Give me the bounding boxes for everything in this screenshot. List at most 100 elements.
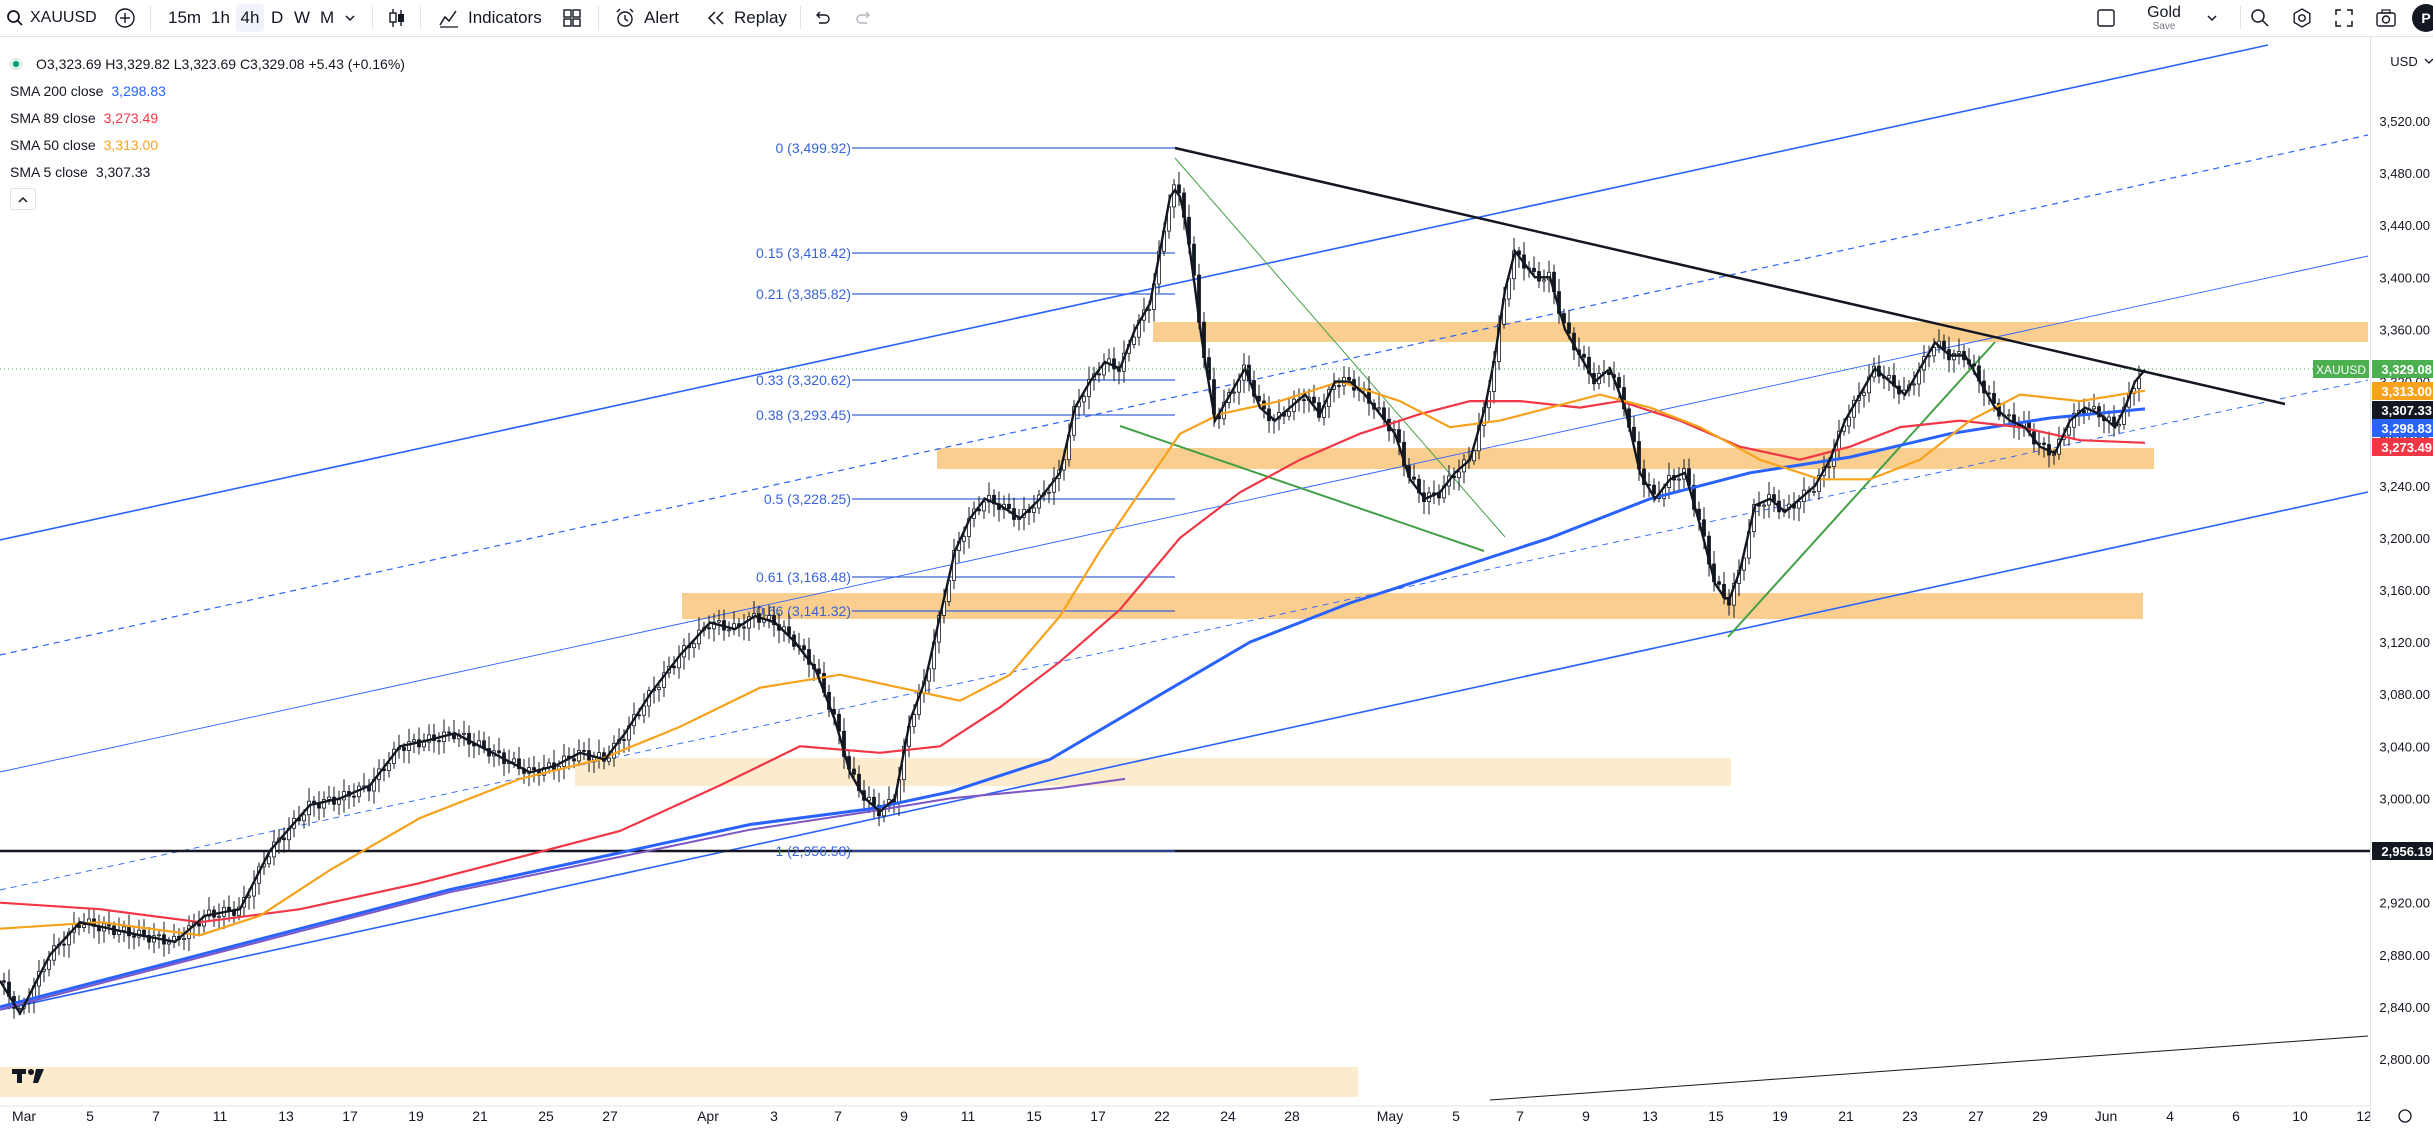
compare-add-button[interactable] bbox=[114, 0, 136, 36]
interval-M[interactable]: M bbox=[320, 8, 335, 27]
candle-body bbox=[1812, 490, 1816, 493]
chevron-down-icon bbox=[2424, 58, 2433, 64]
undo-button[interactable] bbox=[812, 0, 832, 36]
sma-200-line bbox=[0, 407, 2146, 1009]
candle-body bbox=[1542, 279, 1546, 282]
replay-button[interactable]: Replay bbox=[706, 0, 787, 36]
layout-select-button[interactable] bbox=[2096, 0, 2116, 36]
ohlc-values: O3,323.69 H3,329.82 L3,323.69 C3,329.08 … bbox=[36, 55, 405, 72]
candle-body bbox=[1582, 353, 1586, 358]
candle-body bbox=[1677, 478, 1681, 481]
settings-button[interactable] bbox=[2291, 0, 2313, 36]
candle-body bbox=[1717, 581, 1721, 585]
candle-body bbox=[1097, 373, 1101, 376]
tradingview-logo bbox=[12, 1069, 44, 1083]
chevron-up-icon bbox=[18, 191, 28, 207]
symbol-name: XAUUSD bbox=[30, 9, 97, 26]
price-tick-label: 3,480.00 bbox=[2379, 166, 2430, 181]
candle-body bbox=[182, 938, 186, 940]
candle-body bbox=[412, 739, 416, 743]
candle-body bbox=[1082, 396, 1086, 403]
legend-sma-5[interactable]: SMA 5 close 3,307.33 bbox=[10, 163, 151, 180]
candle-body bbox=[147, 934, 151, 943]
price-tick-label: 3,440.00 bbox=[2379, 218, 2430, 233]
chart-pane[interactable]: 0 (3,499.92) 0.15 (3,418.42) 0.21 (3,385.8… bbox=[0, 37, 2372, 1127]
symbol-search[interactable]: XAUUSD bbox=[6, 0, 97, 36]
time-label-Mar: Mar bbox=[12, 1108, 36, 1124]
price-tick-label: 3,000.00 bbox=[2379, 791, 2430, 806]
price-tick-label: 3,520.00 bbox=[2379, 114, 2430, 129]
channel-top-line bbox=[0, 44, 2269, 541]
sma-5-line bbox=[0, 187, 2146, 1016]
snapshot-button[interactable] bbox=[2375, 0, 2397, 36]
candle-body bbox=[402, 747, 406, 751]
candle-body bbox=[1287, 410, 1291, 417]
symbol-tag bbox=[2313, 360, 2369, 378]
candle-body bbox=[1377, 407, 1381, 410]
candle-body bbox=[1312, 396, 1316, 404]
interval-D[interactable]: D bbox=[271, 8, 284, 27]
candle-body bbox=[352, 795, 356, 798]
fib-level-label-8: 1 (2,956.58) bbox=[776, 843, 852, 859]
candle-body bbox=[337, 799, 341, 805]
legend-sma-89[interactable]: SMA 89 close 3,273.49 bbox=[10, 109, 159, 126]
layout-name: Gold bbox=[2147, 3, 2181, 21]
candle-body bbox=[1912, 383, 1916, 386]
interval-1h[interactable]: 1h bbox=[211, 8, 230, 27]
fib-level-label-7: 0.66 (3,141.32) bbox=[756, 603, 851, 619]
interval-4h[interactable]: 4h bbox=[236, 4, 264, 32]
interval-W[interactable]: W bbox=[294, 8, 311, 27]
time-label-10: 10 bbox=[2292, 1108, 2308, 1124]
alert-button[interactable]: Alert bbox=[614, 0, 679, 36]
legend-collapse-button[interactable] bbox=[10, 188, 36, 210]
layout-name-button[interactable]: Gold Save bbox=[2142, 0, 2186, 36]
time-label-9: 9 bbox=[1582, 1108, 1590, 1124]
interval-15m[interactable]: 15m bbox=[168, 8, 202, 27]
candle-body bbox=[1132, 336, 1136, 345]
layout-dropdown[interactable] bbox=[2206, 0, 2218, 36]
candle-body bbox=[532, 767, 536, 771]
save-label: Save bbox=[2152, 20, 2176, 32]
time-label-29: 29 bbox=[2032, 1108, 2048, 1124]
profile-avatar[interactable]: P bbox=[2412, 0, 2433, 36]
candle-body bbox=[1972, 363, 1976, 367]
candle-body bbox=[517, 758, 521, 770]
price-tick-label: 3,200.00 bbox=[2379, 531, 2430, 546]
interval-dropdown[interactable] bbox=[344, 0, 356, 36]
candle-body bbox=[2, 980, 6, 983]
price-axis[interactable]: USD 3,520.00 3,480.00 3,440.00 3,400.00 3,360… bbox=[2370, 37, 2433, 1127]
candle-body bbox=[712, 621, 716, 630]
time-label-19: 19 bbox=[408, 1108, 424, 1124]
price-badge-value-0: 3,329.08 bbox=[2381, 362, 2432, 377]
time-label-27: 27 bbox=[602, 1108, 618, 1124]
ohlc-row: O3,323.69 H3,329.82 L3,323.69 C3,329.08 … bbox=[10, 50, 413, 77]
candle-body bbox=[447, 731, 451, 734]
chevron-down-icon bbox=[2206, 12, 2218, 24]
gear-icon bbox=[2291, 7, 2313, 29]
chart-type-button[interactable] bbox=[386, 0, 408, 36]
fullscreen-button[interactable] bbox=[2334, 0, 2354, 36]
candle-body bbox=[1607, 371, 1611, 376]
legend-sma-200[interactable]: SMA 200 close 3,298.83 bbox=[10, 82, 166, 99]
redo-button[interactable] bbox=[854, 0, 874, 36]
price-badge-value-3: 3,298.83 bbox=[2381, 421, 2432, 436]
candle-body bbox=[772, 615, 776, 626]
price-badge-3 bbox=[2372, 419, 2433, 437]
descending-trendline bbox=[1174, 146, 2286, 406]
time-label-17: 17 bbox=[342, 1108, 358, 1124]
price-tick-label: 3,240.00 bbox=[2379, 479, 2430, 494]
sma-89-line bbox=[0, 399, 2146, 924]
price-axis-scale: USD 3,520.00 3,480.00 3,440.00 3,400.00 3,360… bbox=[2372, 54, 2433, 1123]
indicators-button[interactable]: Indicators bbox=[438, 0, 542, 36]
candle-body bbox=[962, 536, 966, 542]
time-label-15: 15 bbox=[1026, 1108, 1042, 1124]
legend-sma-50[interactable]: SMA 50 close 3,313.00 bbox=[10, 136, 159, 153]
channel-inner-line bbox=[0, 255, 2369, 773]
candle-body bbox=[1532, 267, 1536, 272]
price-chart[interactable]: 0 (3,499.92) 0.15 (3,418.42) 0.21 (3,385.8… bbox=[0, 37, 2372, 1127]
chart-legend: O3,323.69 H3,329.82 L3,323.69 C3,329.08 … bbox=[10, 50, 413, 210]
candle-body bbox=[47, 959, 51, 970]
candle-body bbox=[1992, 393, 1996, 404]
quick-search-button[interactable] bbox=[2249, 0, 2271, 36]
templates-button[interactable] bbox=[562, 0, 582, 36]
